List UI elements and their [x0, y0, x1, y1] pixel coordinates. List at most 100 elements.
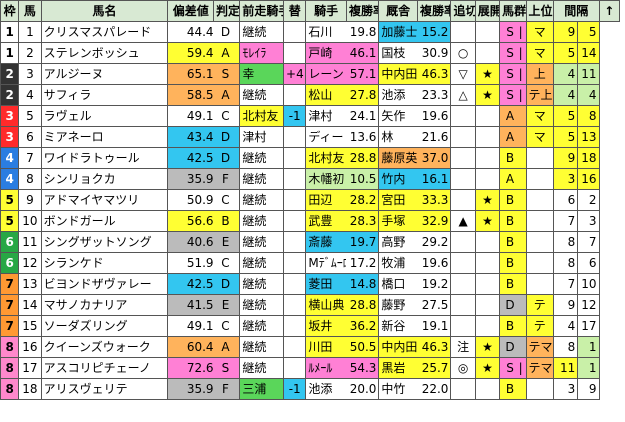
joui-cell: テ: [525, 294, 554, 316]
header-tenkai[interactable]: 展開: [474, 0, 501, 22]
joui-cell: [525, 189, 554, 211]
header-joui[interactable]: 上位: [525, 0, 554, 22]
trainer-rate-cell: 32.9: [417, 210, 452, 232]
kaikan-cell: 4: [552, 315, 579, 337]
header-place-rate[interactable]: 複勝率: [345, 0, 380, 22]
kaikan-rank-cell: 4: [577, 84, 600, 106]
jockey-cell: Mﾃﾞﾑｰﾛ: [305, 252, 347, 274]
header-hantei[interactable]: 判定: [213, 0, 241, 22]
table-row[interactable]: 5 10 ボンドガール 56.6 B 継続 武豊 28.3 手塚 32.9 ▲ ★ B 7 3: [0, 210, 620, 232]
table-row[interactable]: 3 5 ラヴェル 49.1 C 北村友 -1 津村 24.1 矢作 19.6 A マ 5 8: [0, 105, 620, 127]
table-row[interactable]: 4 7 ワイドラトゥール 42.5 D 継続 北村友 28.8 藤原英 37.0 B 9 18: [0, 147, 620, 169]
tenkai-star-cell: [474, 21, 501, 43]
bagun-cell: B: [499, 147, 518, 169]
header-uma[interactable]: 馬: [18, 0, 42, 22]
oikiri-mark-cell: ◎: [450, 357, 476, 379]
header-waku[interactable]: 枠: [0, 0, 20, 22]
table-row[interactable]: 8 18 アリスヴェリテ 35.9 F 三浦 -1 池添 20.0 中竹 22.0 B 3 9: [0, 378, 620, 400]
table-row[interactable]: 7 13 ビヨンドザヴァレー 42.5 D 継続 菱田 14.8 橋口 19.2 B 7 10: [0, 273, 620, 295]
table-row[interactable]: 1 2 ステレンボッシュ 59.4 A ﾓﾚｲﾗ 戸崎 46.1 国枝 30.9 ○ S | マ 5 14: [0, 42, 620, 64]
table-row[interactable]: 7 15 ソーダズリング 49.1 C 継続 坂井 36.2 新谷 19.1 B テ 4 17: [0, 315, 620, 337]
waku-cell: 3: [0, 126, 20, 148]
jockey-cell: 戸崎: [305, 42, 347, 64]
kaikan-rank-cell: 3: [577, 210, 600, 232]
horse-name-cell: ソーダズリング: [40, 315, 169, 337]
table-row[interactable]: 7 14 マサノカナリア 41.5 E 継続 横山典 28.8 藤野 27.5 D テ 9 12: [0, 294, 620, 316]
kaikan-cell: 8: [552, 252, 579, 274]
jockey-rate-cell: 14.8: [346, 273, 380, 295]
uma-number-cell: 11: [18, 231, 42, 253]
trainer-cell: 池添: [378, 84, 418, 106]
header-trainer[interactable]: 厩舎: [378, 0, 418, 22]
table-row[interactable]: 8 17 アスコリピチェーノ 72.6 S 継続 ﾙﾒｰﾙ 54.3 黒岩 25.7 ◎ ★ S | テマ 1…: [0, 357, 620, 379]
kaikan-rank-cell: 2: [577, 189, 600, 211]
table-row[interactable]: 4 8 シンリョクカ 35.9 F 継続 木幡初 10.5 竹内 16.1 A 3 16: [0, 168, 620, 190]
waku-cell: 8: [0, 336, 20, 358]
header-prev-jockey[interactable]: 前走騎手: [239, 0, 285, 22]
hantei-grade-cell: E: [213, 231, 241, 253]
header-trainer-rate[interactable]: 複勝率: [416, 0, 452, 22]
table-row[interactable]: 1 1 クリスマスパレード 44.4 D 継続 石川 19.8 加藤士 15.2 S | マ 9 5: [0, 21, 620, 43]
oikiri-mark-cell: [450, 168, 476, 190]
trainer-rate-cell: 19.2: [417, 273, 452, 295]
header-name[interactable]: 馬名: [40, 0, 169, 22]
horse-name-cell: ミアネーロ: [40, 126, 169, 148]
oikiri-mark-cell: [450, 252, 476, 274]
header-kaikan[interactable]: 間隔: [552, 0, 600, 22]
kae-cell: +4: [283, 63, 307, 85]
hantei-grade-cell: E: [213, 294, 241, 316]
hensa-value-cell: 58.5: [167, 84, 214, 106]
table-row[interactable]: 6 12 シランケド 51.9 C 継続 Mﾃﾞﾑｰﾛ 17.2 牧浦 19.6 B 8 6: [0, 252, 620, 274]
trainer-cell: 藤野: [378, 294, 418, 316]
kaikan-rank-cell: 9: [577, 378, 600, 400]
header-hensa[interactable]: 偏差値: [167, 0, 215, 22]
header-oikiri[interactable]: 追切: [450, 0, 476, 22]
hantei-grade-cell: S: [213, 63, 241, 85]
hensa-value-cell: 35.9: [167, 378, 214, 400]
sort-arrow-icon[interactable]: ↑: [598, 0, 621, 22]
jockey-cell: ディー: [305, 126, 347, 148]
prev-jockey-cell: 幸: [239, 63, 285, 85]
table-row[interactable]: 3 6 ミアネーロ 43.4 D 津村 ディー 13.6 林 21.6 A マ 5 13: [0, 126, 620, 148]
joui-cell: 上: [525, 63, 554, 85]
kaikan-cell: 5: [552, 105, 579, 127]
joui-cell: マ: [525, 42, 554, 64]
trainer-cell: 新谷: [378, 315, 418, 337]
trainer-cell: 中竹: [378, 378, 418, 400]
tenkai-star-cell: ★: [474, 84, 501, 106]
prev-jockey-cell: 継続: [239, 357, 285, 379]
horse-name-cell: ステレンボッシュ: [40, 42, 169, 64]
trainer-cell: 国枝: [378, 42, 418, 64]
header-bagun[interactable]: 馬群: [499, 0, 527, 22]
prev-jockey-cell: 継続: [239, 210, 285, 232]
table-row[interactable]: 8 16 クイーンズウォーク 60.4 A 継続 川田 50.5 中内田 46.3 注 ★ D テマ 8 1: [0, 336, 620, 358]
bagun-bar-cell: [517, 294, 527, 316]
joui-cell: [525, 210, 554, 232]
waku-cell: 4: [0, 168, 20, 190]
header-kae[interactable]: 替: [283, 0, 307, 22]
table-row[interactable]: 5 9 アドマイヤマツリ 50.9 C 継続 田辺 28.2 宮田 33.3 ★ B 6 2: [0, 189, 620, 211]
prev-jockey-cell: 北村友: [239, 105, 285, 127]
waku-cell: 6: [0, 231, 20, 253]
joui-cell: [525, 231, 554, 253]
hensa-value-cell: 50.9: [167, 189, 214, 211]
uma-number-cell: 13: [18, 273, 42, 295]
oikiri-mark-cell: [450, 231, 476, 253]
bagun-bar-cell: [517, 147, 527, 169]
kaikan-cell: 5: [552, 42, 579, 64]
bagun-cell: S: [499, 63, 518, 85]
table-row[interactable]: 6 11 シングザットソング 40.6 E 継続 斎藤 19.7 高野 29.2 B 8 7: [0, 231, 620, 253]
hantei-grade-cell: A: [213, 84, 241, 106]
jockey-cell: 津村: [305, 105, 347, 127]
header-jockey[interactable]: 騎手: [305, 0, 347, 22]
table-row[interactable]: 2 4 サフィラ 58.5 A 継続 松山 27.8 池添 23.3 △ ★ S | テ上 4 4: [0, 84, 620, 106]
waku-cell: 5: [0, 189, 20, 211]
trainer-rate-cell: 33.3: [417, 189, 452, 211]
horse-name-cell: クイーンズウォーク: [40, 336, 169, 358]
kae-cell: [283, 42, 307, 64]
table-row[interactable]: 2 3 アルジーヌ 65.1 S 幸 +4 レーン 57.1 中内田 46.3 ▽ ★ S | 上 4 11: [0, 63, 620, 85]
bagun-cell: S: [499, 357, 518, 379]
waku-cell: 8: [0, 357, 20, 379]
prev-jockey-cell: 継続: [239, 189, 285, 211]
jockey-rate-cell: 20.0: [346, 378, 380, 400]
